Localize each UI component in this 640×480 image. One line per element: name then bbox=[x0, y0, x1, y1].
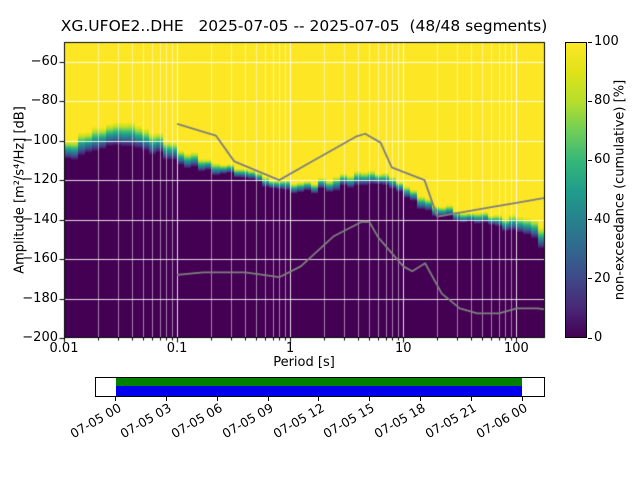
y-tick-label: −180 bbox=[22, 290, 58, 306]
timeline-data-coverage bbox=[115, 378, 523, 387]
colorbar bbox=[565, 42, 587, 338]
x-tick-label: 1 bbox=[286, 341, 295, 356]
y-tick-label: −160 bbox=[22, 251, 58, 267]
timeline-coverage-bar bbox=[95, 377, 545, 397]
x-tick-label: 0.1 bbox=[166, 341, 188, 356]
colorbar-tick-label: 20 bbox=[594, 270, 611, 286]
timeline-tick bbox=[166, 397, 167, 401]
x-tick-label: 10 bbox=[395, 341, 412, 356]
timeline-tick bbox=[419, 397, 421, 401]
colorbar-tick bbox=[588, 219, 592, 221]
colorbar-tick bbox=[588, 159, 592, 161]
x-axis-label: Period [s] bbox=[273, 355, 335, 370]
y-tick-label: −140 bbox=[22, 211, 58, 227]
x-tick-label: 100 bbox=[503, 341, 529, 356]
timeline-tick bbox=[470, 397, 472, 401]
y-tick-label: −200 bbox=[22, 330, 58, 345]
timeline-tick bbox=[318, 397, 320, 401]
timeline-tick bbox=[267, 397, 269, 401]
colorbar-tick-label: 0 bbox=[594, 330, 603, 345]
y-tick-label: −60 bbox=[30, 53, 58, 69]
y-tick-label: −100 bbox=[22, 132, 58, 148]
colorbar-tick bbox=[588, 100, 592, 102]
colorbar-label: non-exceedance (cumulative) [%] bbox=[612, 79, 628, 301]
colorbar-tick-label: 80 bbox=[594, 93, 611, 109]
y-tick-label: −120 bbox=[22, 172, 58, 188]
colorbar-tick bbox=[588, 337, 592, 339]
y-axis-label: Amplitude [m²/s⁴/Hz] [dB] bbox=[12, 106, 28, 274]
x-tick-label: 0.01 bbox=[49, 341, 79, 356]
colorbar-tick-label: 100 bbox=[594, 34, 619, 49]
y-tick-label: −80 bbox=[30, 93, 58, 109]
timeline-tick bbox=[115, 397, 117, 401]
colorbar-tick-label: 60 bbox=[594, 152, 611, 168]
colorbar-tick-label: 40 bbox=[594, 211, 611, 227]
plot-title: XG.UFOE2..DHE 2025-07-05 -- 2025-07-05 (… bbox=[60, 17, 548, 35]
timeline-tick bbox=[521, 397, 523, 401]
timeline-tick bbox=[216, 397, 218, 401]
colorbar-tick bbox=[588, 41, 592, 43]
colorbar-tick bbox=[588, 278, 592, 280]
timeline-tick bbox=[369, 397, 371, 401]
